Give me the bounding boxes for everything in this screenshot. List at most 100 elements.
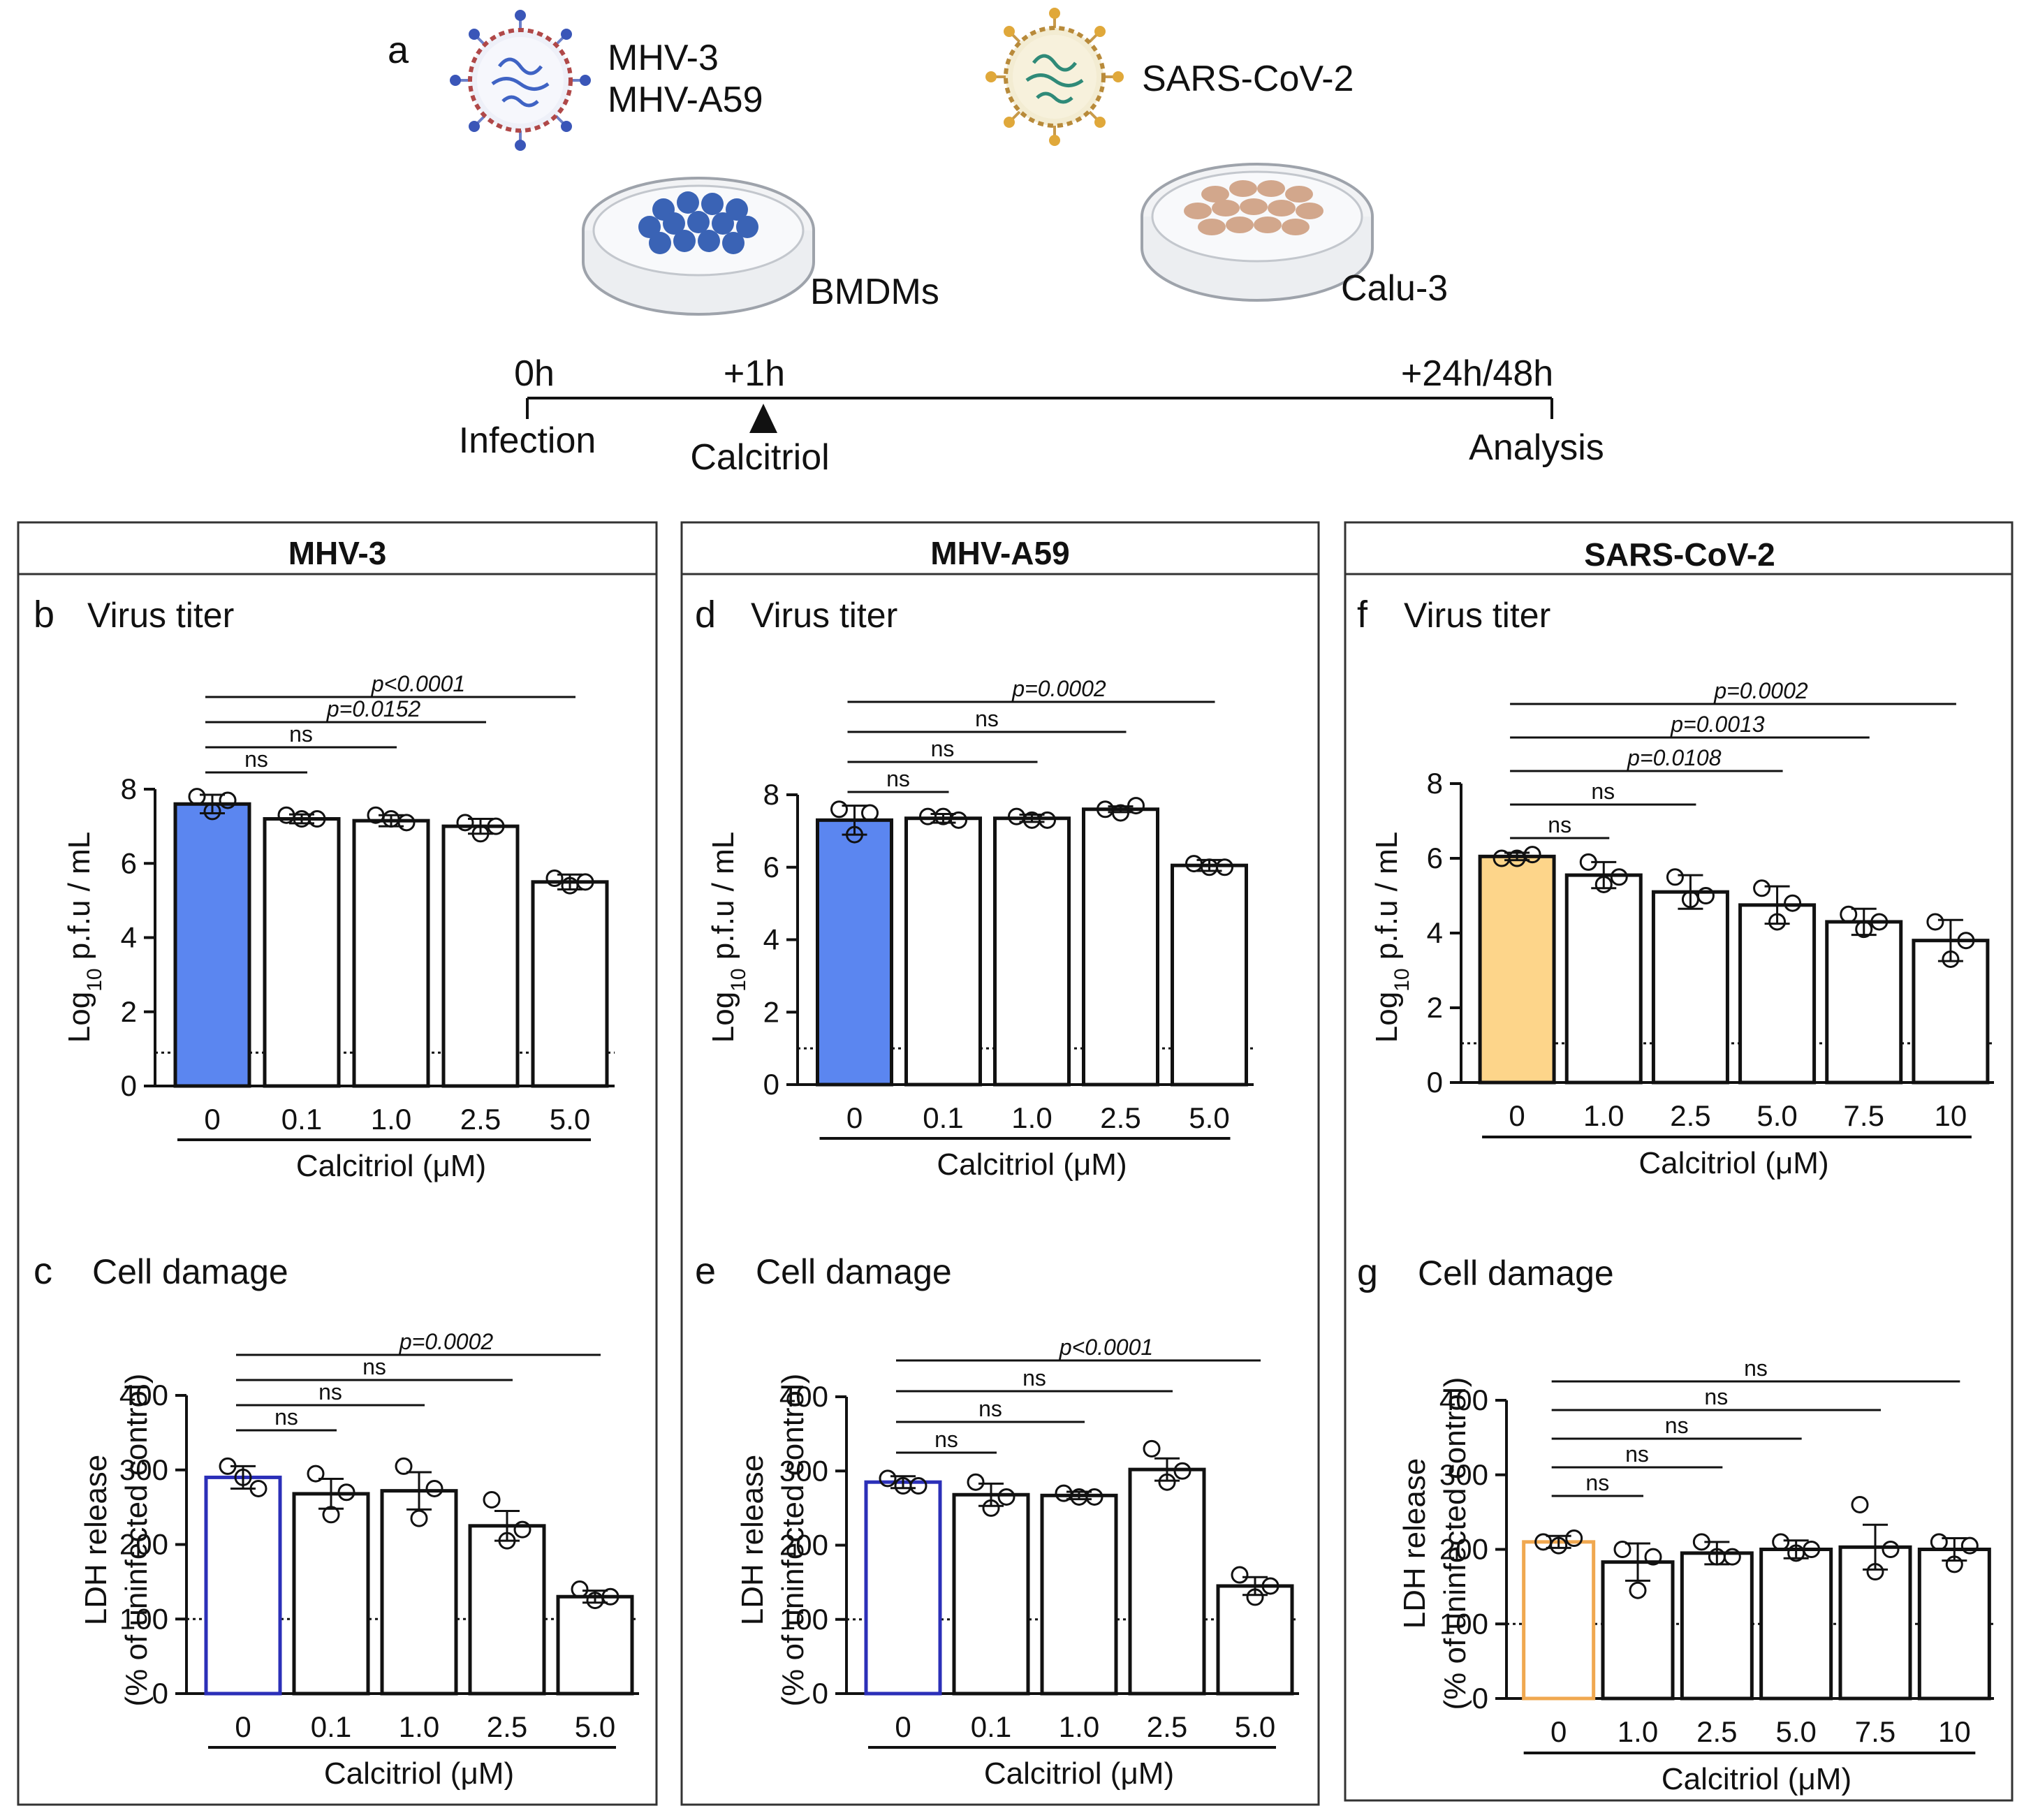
timeline-event-infection: Infection: [459, 420, 596, 461]
x-tick-label: 7.5: [1844, 1099, 1884, 1132]
significance-label: ns: [978, 1396, 1002, 1421]
data-point: [545, 869, 564, 887]
data-point: [498, 1532, 516, 1550]
y-tick-label: 400: [1439, 1384, 1488, 1416]
data-point: [571, 1580, 589, 1599]
data-point: [322, 1506, 340, 1524]
data-point: [861, 804, 879, 822]
significance-label: p<0.0001: [371, 671, 465, 696]
data-point: [586, 1592, 604, 1610]
y-axis-label-rest: p.f.u / mL: [706, 832, 740, 969]
data-point: [1666, 868, 1684, 886]
x-tick-label: 0: [1550, 1715, 1567, 1748]
y-axis-label-line2: (% of uninfected control): [119, 1374, 154, 1707]
data-point: [1610, 868, 1628, 886]
data-point: [1960, 1536, 1979, 1555]
data-point: [1926, 913, 1944, 931]
x-tick-label: 0: [895, 1710, 911, 1743]
bar: [292, 1492, 370, 1696]
bar: [441, 824, 520, 1088]
x-tick-label: 10: [1935, 1099, 1967, 1132]
timeline-t2: +24h/48h: [1401, 353, 1553, 394]
data-point: [249, 1479, 267, 1497]
data-point: [1070, 1488, 1088, 1506]
y-axis-label-main: Log: [1370, 992, 1404, 1043]
bar: [468, 1524, 546, 1696]
chart-title-b: Virus titer: [87, 596, 234, 635]
y-tick-label: 0: [763, 1068, 779, 1101]
data-point: [425, 1479, 443, 1497]
y-axis-label-sub: 10: [727, 968, 750, 991]
column-frame: [680, 521, 1320, 1806]
y-axis-label-sub: 10: [1391, 968, 1414, 991]
x-tick-label: 1.0: [1059, 1710, 1099, 1743]
data-point: [1870, 913, 1889, 931]
bar: [993, 816, 1071, 1087]
y-tick-label: 300: [119, 1453, 168, 1486]
data-point: [934, 807, 952, 825]
data-point: [1613, 1541, 1631, 1558]
data-point: [1629, 1581, 1647, 1599]
data-point: [561, 876, 579, 895]
data-point: [846, 825, 863, 844]
significance-label: p=0.0002: [1011, 676, 1106, 701]
y-tick-label: 0: [152, 1677, 168, 1710]
bar: [263, 817, 341, 1088]
significance-label: p=0.0002: [399, 1329, 494, 1354]
y-axis-label: LDH release: [79, 1455, 113, 1626]
bar: [1917, 1548, 1991, 1701]
data-point: [1112, 804, 1129, 822]
data-point: [967, 1473, 985, 1491]
chart-title-e: Cell damage: [756, 1252, 952, 1291]
bar: [1912, 939, 1990, 1085]
data-point: [1173, 1462, 1191, 1480]
y-tick-label: 4: [121, 921, 137, 954]
x-tick-label: 5.0: [1757, 1099, 1797, 1132]
y-axis-label: LDH release: [735, 1455, 770, 1626]
x-tick-label: 0.1: [971, 1710, 1011, 1743]
data-point: [1579, 853, 1597, 871]
x-tick-label: 2.5: [460, 1103, 501, 1136]
y-tick-label: 4: [1427, 916, 1443, 949]
chart-title-c: Cell damage: [92, 1252, 288, 1291]
significance-label: ns: [1585, 1470, 1609, 1495]
data-point: [1508, 849, 1526, 867]
chart-b-virus-titer-mhv3: 0 2 4 6 8 0 0.1 1.0 2.5 5.0 Calcitriol (μM) Log10 p…: [62, 671, 615, 1183]
data-point: [1158, 1473, 1176, 1491]
data-point: [879, 1469, 897, 1488]
cell-label-calu3: Calu-3: [1341, 268, 1448, 309]
y-tick-label: 0: [121, 1069, 137, 1102]
panel-label-d: d: [695, 594, 716, 636]
x-tick-label: 10: [1938, 1715, 1971, 1748]
data-point: [1768, 913, 1787, 931]
data-point: [1840, 905, 1858, 923]
significance-label: ns: [1625, 1441, 1649, 1467]
data-point: [1692, 1533, 1710, 1551]
significance-label: ns: [931, 736, 955, 761]
virus-label-mhv3: MHV-3: [608, 38, 719, 78]
data-point: [1565, 1529, 1583, 1547]
chart-d-virus-titer-mhva59: 0 2 4 6 8 0 0.1 1.0 2.5 5.0 Calcitriol (μM) Log10 p…: [706, 676, 1254, 1182]
y-tick-label: 0: [812, 1677, 828, 1710]
significance-label: ns: [1704, 1384, 1728, 1409]
significance-label: ns: [318, 1379, 342, 1404]
x-tick-label: 5.0: [1189, 1101, 1229, 1134]
panel-label-e: e: [695, 1250, 716, 1292]
virus-label-sars: SARS-CoV-2: [1142, 59, 1354, 99]
chart-e-cell-damage-mhva59: 0 100 200 300 400 0 0.1 1.0 2.5 5.0 Calcitriol (μM…: [735, 1335, 1299, 1791]
significance-label: p=0.0108: [1627, 745, 1722, 770]
panel-label-b: b: [34, 594, 54, 636]
y-tick-label: 8: [121, 772, 137, 805]
x-tick-label: 0.1: [311, 1710, 351, 1743]
y-tick-label: 300: [1439, 1458, 1488, 1491]
bar: [864, 1480, 942, 1696]
data-point: [1231, 1566, 1249, 1584]
column-frame: [1344, 521, 2014, 1802]
chart-title-g: Cell damage: [1418, 1254, 1614, 1293]
bar: [1478, 854, 1556, 1085]
significance-label: ns: [274, 1404, 298, 1430]
data-point: [471, 825, 490, 843]
y-axis-label-rest: p.f.u / mL: [62, 832, 96, 969]
data-point: [456, 814, 474, 832]
bar: [204, 1475, 282, 1696]
